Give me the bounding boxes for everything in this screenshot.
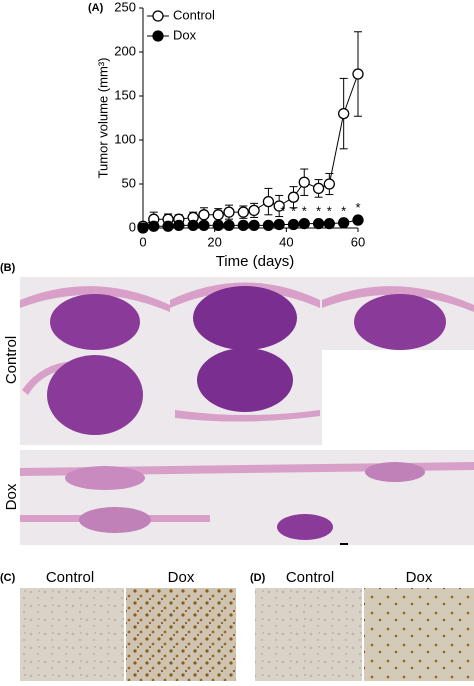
tumor bbox=[197, 348, 293, 412]
data-point bbox=[198, 219, 210, 232]
data-point bbox=[338, 217, 350, 229]
column-label: Control bbox=[46, 569, 94, 586]
column-label: Dox bbox=[406, 569, 433, 586]
data-point bbox=[248, 219, 260, 232]
data-point bbox=[173, 219, 185, 232]
tumor bbox=[50, 294, 140, 350]
data-point bbox=[298, 176, 310, 188]
significance-mark: * bbox=[327, 204, 332, 219]
data-point bbox=[338, 107, 350, 120]
y-tick-label: 200 bbox=[114, 43, 136, 58]
legend-marker bbox=[152, 10, 164, 22]
data-point bbox=[323, 178, 335, 190]
y-tick-label: 150 bbox=[114, 87, 136, 102]
tissue bbox=[175, 410, 320, 422]
data-point bbox=[323, 217, 335, 230]
column-label: Control bbox=[286, 569, 334, 586]
data-point bbox=[248, 204, 260, 217]
row-label: Control bbox=[3, 336, 20, 384]
data-point bbox=[212, 219, 224, 232]
tumor bbox=[65, 466, 145, 490]
tumor bbox=[277, 514, 333, 540]
tissue bbox=[20, 286, 170, 312]
data-point bbox=[148, 220, 160, 232]
panel-label: (A) bbox=[88, 2, 104, 14]
column-label: Dox bbox=[168, 569, 195, 586]
data-point bbox=[212, 209, 224, 221]
x-tick-label: 60 bbox=[351, 234, 365, 249]
ihc-image bbox=[126, 588, 236, 681]
tumor bbox=[365, 462, 425, 482]
data-point bbox=[187, 219, 199, 232]
legend-label: Control bbox=[173, 7, 215, 22]
data-point bbox=[287, 191, 300, 203]
significance-mark: * bbox=[291, 204, 296, 219]
significance-mark: * bbox=[355, 200, 360, 215]
x-tick-label: 20 bbox=[207, 234, 221, 249]
panel-label: (B) bbox=[0, 262, 16, 274]
x-tick-label: 0 bbox=[139, 234, 146, 249]
ihc-image bbox=[20, 588, 124, 681]
data-point bbox=[287, 218, 300, 231]
tissue bbox=[170, 282, 320, 308]
data-point bbox=[237, 206, 249, 218]
data-point bbox=[262, 195, 275, 208]
significance-mark: * bbox=[316, 204, 321, 219]
data-point bbox=[312, 182, 325, 195]
data-point bbox=[162, 220, 174, 232]
data-point bbox=[352, 68, 364, 80]
scale-bar bbox=[340, 543, 348, 545]
significance-mark: * bbox=[302, 204, 307, 219]
tumor bbox=[47, 355, 143, 435]
tissue bbox=[322, 286, 474, 312]
data-point bbox=[352, 214, 364, 226]
significance-mark: * bbox=[280, 204, 285, 219]
panel-label: (D) bbox=[250, 572, 266, 584]
data-point bbox=[298, 217, 310, 230]
ihc-image bbox=[255, 588, 362, 681]
data-point bbox=[273, 218, 285, 231]
data-point bbox=[198, 209, 210, 221]
panel-label: (C) bbox=[0, 572, 16, 584]
tissue bbox=[22, 360, 112, 395]
data-point bbox=[223, 206, 235, 218]
data-point bbox=[223, 219, 235, 232]
ihc-image bbox=[364, 588, 474, 681]
data-point bbox=[273, 200, 285, 212]
data-point bbox=[312, 217, 325, 230]
y-tick-label: 0 bbox=[129, 219, 136, 234]
y-axis-label: Tumor volume (mm³) bbox=[95, 58, 110, 179]
data-point bbox=[137, 222, 149, 234]
data-point bbox=[262, 219, 275, 232]
legend-label: Dox bbox=[173, 27, 197, 42]
y-tick-label: 100 bbox=[114, 131, 136, 146]
y-tick-label: 50 bbox=[122, 175, 136, 190]
tumor bbox=[354, 294, 446, 350]
blank bbox=[322, 350, 474, 445]
significance-mark: * bbox=[341, 204, 346, 219]
y-tick-label: 250 bbox=[114, 0, 136, 14]
row-label: Dox bbox=[3, 483, 20, 510]
tumor bbox=[193, 286, 297, 350]
x-tick-label: 40 bbox=[279, 234, 293, 249]
data-point bbox=[237, 219, 249, 232]
legend-marker bbox=[152, 30, 164, 42]
tumor bbox=[79, 507, 151, 533]
x-axis-label: Time (days) bbox=[216, 253, 295, 270]
